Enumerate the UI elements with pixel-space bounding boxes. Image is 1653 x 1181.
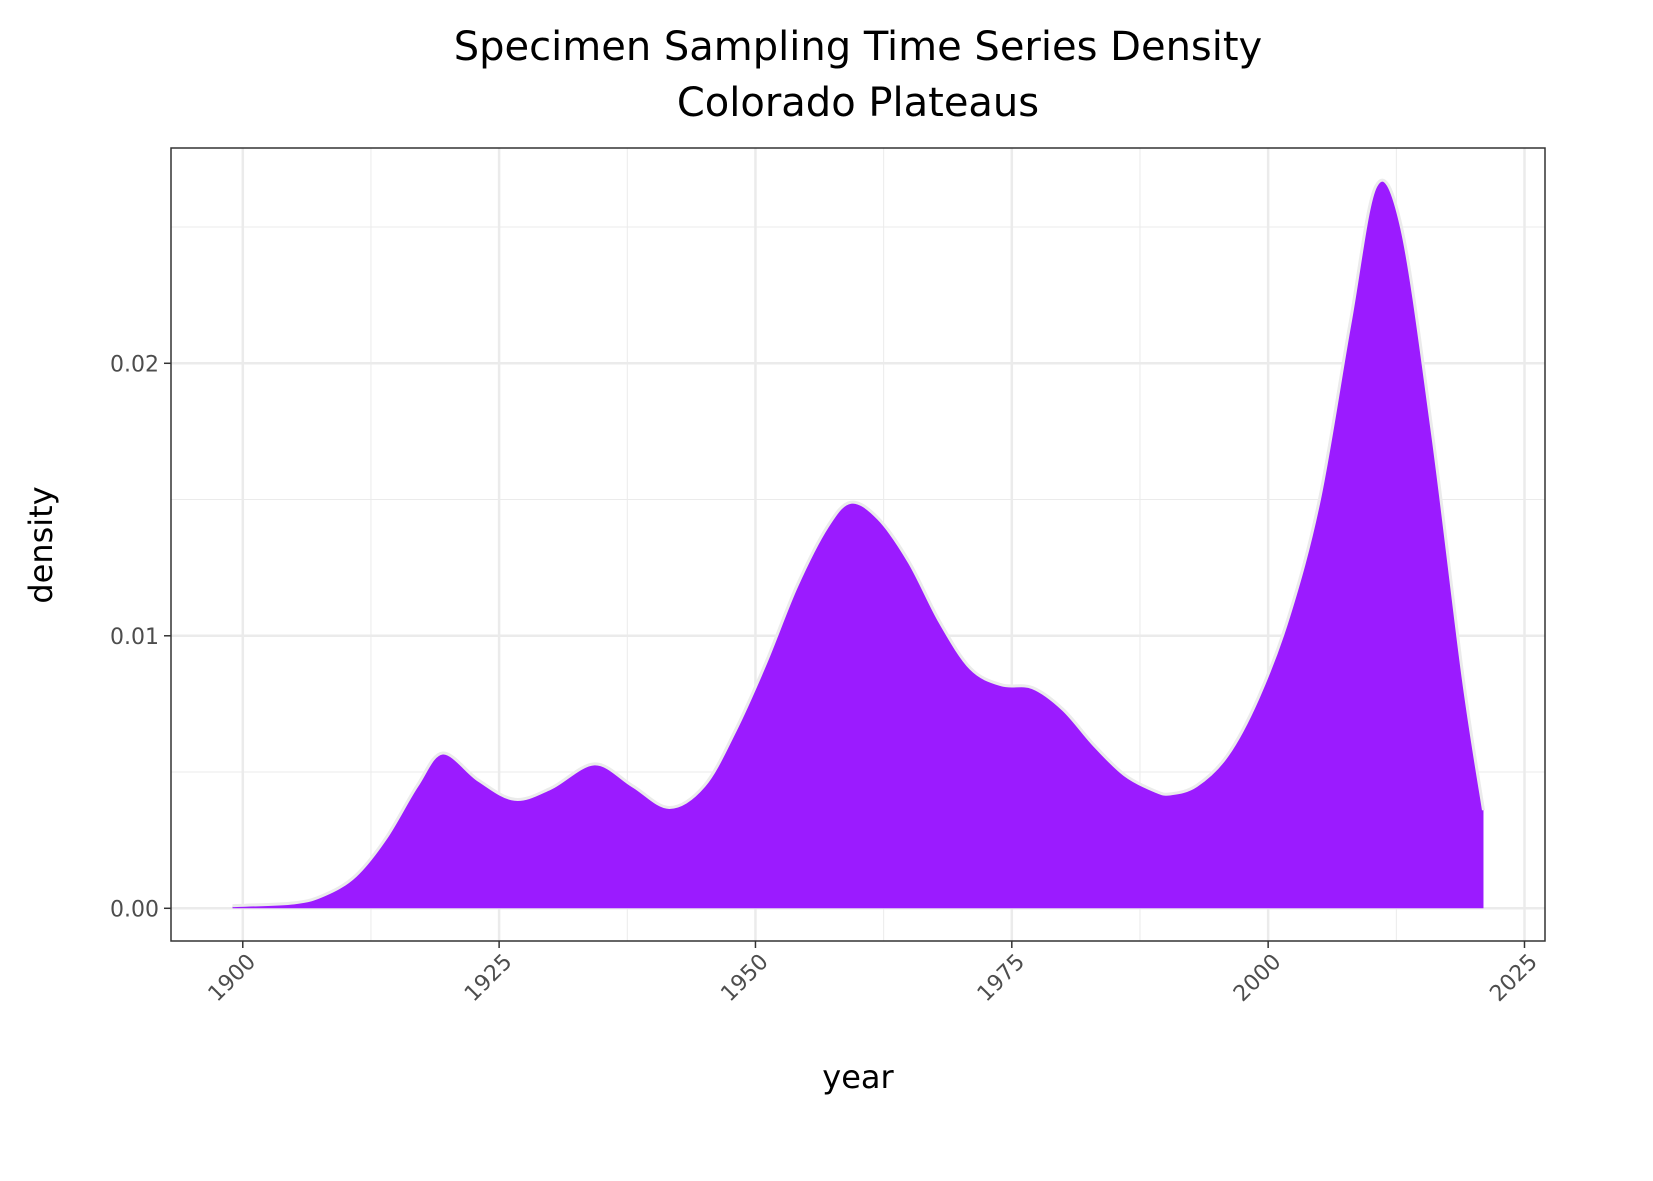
x-tick-label: 1950 xyxy=(716,950,773,1007)
y-tick-label: 0.02 xyxy=(110,352,159,377)
x-axis-title: year xyxy=(822,1058,894,1096)
x-tick-label: 1925 xyxy=(460,950,517,1007)
chart-subtitle: Colorado Plateaus xyxy=(677,80,1039,126)
panel-border xyxy=(170,147,1546,942)
y-axis: 0.00 0.01 0.02 xyxy=(110,352,171,922)
x-tick-label: 1975 xyxy=(973,950,1030,1007)
y-tick-label: 0.00 xyxy=(110,897,159,922)
density-outline xyxy=(232,178,1485,908)
x-axis: 1900 1925 1950 1975 2000 2025 xyxy=(204,941,1543,1007)
y-tick-label: 0.01 xyxy=(110,625,159,650)
density-area xyxy=(232,180,1484,909)
x-tick-label: 2025 xyxy=(1485,950,1542,1007)
x-tick-label: 1900 xyxy=(204,950,261,1007)
y-axis-title: density xyxy=(22,486,60,603)
chart-title: Specimen Sampling Time Series Density xyxy=(454,24,1262,70)
x-tick-label: 2000 xyxy=(1229,950,1286,1007)
